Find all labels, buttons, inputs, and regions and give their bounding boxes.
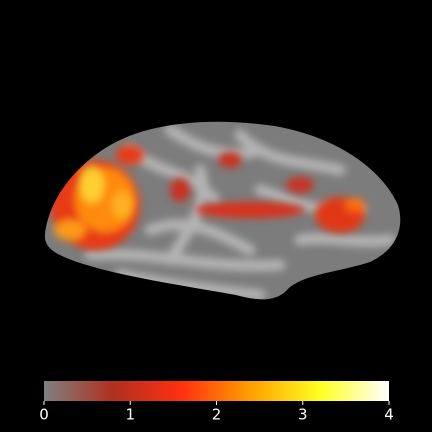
colorbar [44,381,389,401]
x-tick-label: 3 [298,406,308,424]
x-tick-label: 4 [384,406,394,424]
x-tick-label: 2 [212,406,222,424]
x-tick-label: 1 [125,406,135,424]
brain-surface [44,121,401,300]
x-tick-label: 0 [39,406,49,424]
